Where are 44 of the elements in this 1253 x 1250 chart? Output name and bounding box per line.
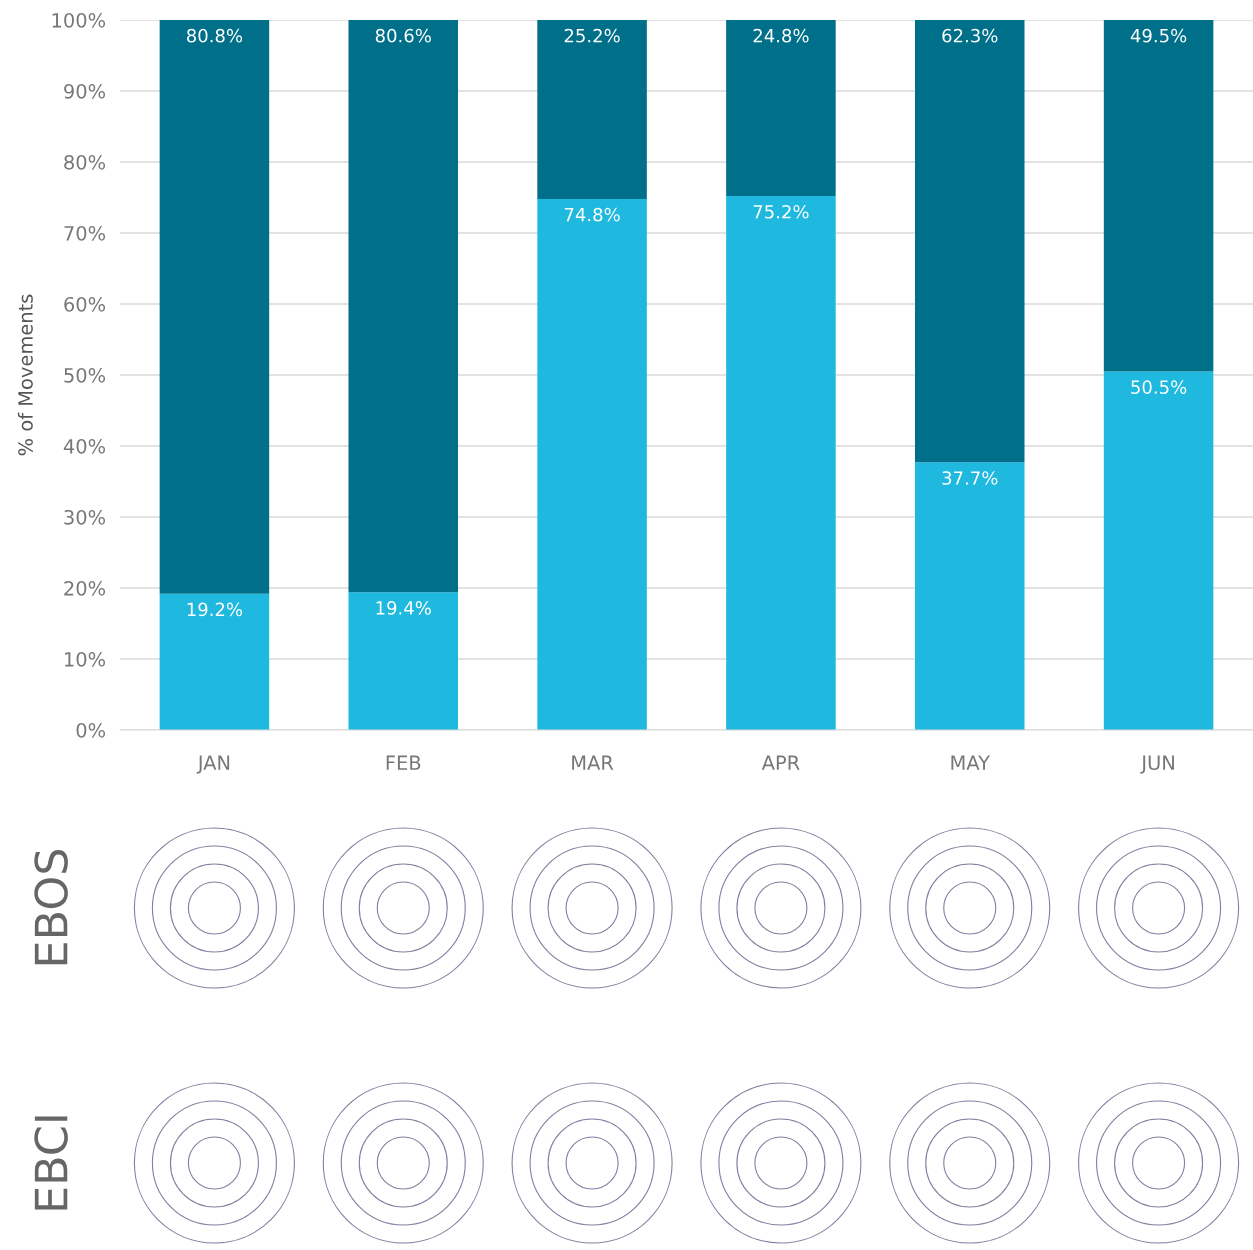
bar xyxy=(726,20,836,197)
y-tick-label: 20% xyxy=(64,580,106,596)
data-label: 24.8% xyxy=(753,28,809,43)
y-tick-label: 40% xyxy=(63,438,106,454)
data-label: 80.6% xyxy=(375,28,431,43)
bar xyxy=(1103,371,1214,730)
bar xyxy=(537,198,647,730)
y-tick-label: 100% xyxy=(52,12,106,28)
bar xyxy=(914,462,1025,730)
data-label: 19.2% xyxy=(187,602,243,617)
x-tick-label: FEB xyxy=(386,755,421,770)
bar xyxy=(159,593,270,730)
y-axis-title: % of Movements xyxy=(17,294,33,456)
data-label: 19.4% xyxy=(376,601,431,615)
x-tick-label: APR xyxy=(761,755,800,770)
y-tick-label: 80% xyxy=(64,154,106,170)
x-tick-label: MAY xyxy=(951,755,991,770)
y-tick-label: 10% xyxy=(65,651,106,667)
data-label: 62.3% xyxy=(942,28,998,43)
y-tick-label: 70% xyxy=(64,225,106,241)
data-label: 37.7% xyxy=(942,471,998,485)
x-tick-label: MAR xyxy=(572,755,614,770)
y-tick-label: 60% xyxy=(64,296,106,312)
data-label: 50.5% xyxy=(1131,380,1187,394)
bar xyxy=(348,20,459,593)
y-tick-label: 0% xyxy=(76,722,106,738)
bar xyxy=(159,20,270,594)
bar xyxy=(537,20,647,199)
y-tick-label: 30% xyxy=(64,509,106,525)
data-label: 25.2% xyxy=(564,28,620,43)
x-tick-label: JUN xyxy=(1140,755,1174,774)
bar xyxy=(348,592,459,730)
text: EBCI xyxy=(34,1116,68,1210)
bar xyxy=(726,196,836,730)
y-tick-label: 90% xyxy=(64,83,106,99)
data-label: 75.2% xyxy=(753,204,809,219)
bar xyxy=(1103,20,1214,372)
y-tick-label: 50% xyxy=(64,367,106,383)
x-tick-label: JAN xyxy=(196,755,230,774)
data-label: 74.8% xyxy=(564,207,620,222)
data-label: 49.5% xyxy=(1130,28,1187,43)
data-label: 80.8% xyxy=(186,28,243,43)
bar xyxy=(914,20,1025,463)
text: EBOS xyxy=(34,849,68,965)
